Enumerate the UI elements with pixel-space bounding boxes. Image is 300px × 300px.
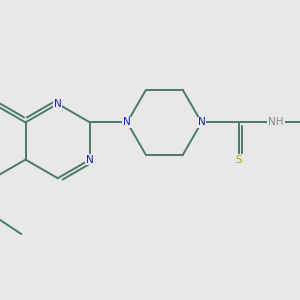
Text: S: S	[236, 154, 242, 165]
Text: N: N	[86, 154, 94, 165]
Text: NH: NH	[268, 117, 284, 128]
Text: N: N	[54, 99, 61, 109]
Text: N: N	[198, 117, 206, 128]
Text: N: N	[123, 117, 131, 128]
